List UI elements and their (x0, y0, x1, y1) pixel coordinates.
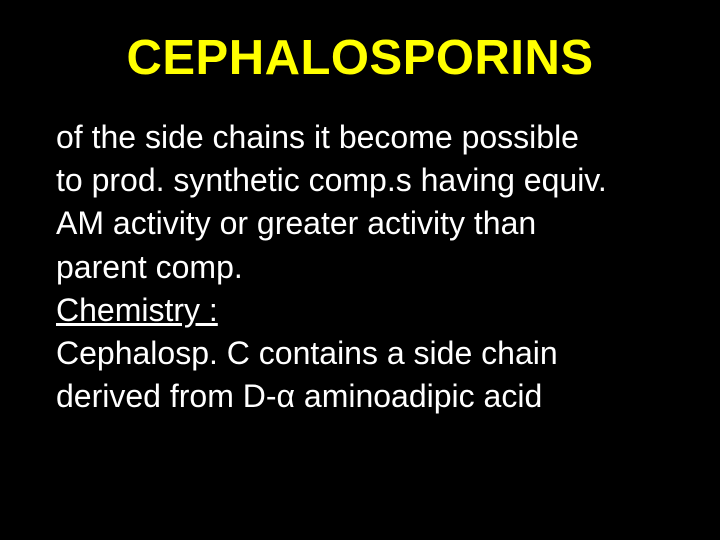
paragraph-line: to prod. synthetic comp.s having equiv. (56, 159, 670, 202)
slide-body: of the side chains it become possible to… (50, 116, 670, 418)
paragraph-line: of the side chains it become possible (56, 116, 670, 159)
slide-title: CEPHALOSPORINS (50, 30, 670, 86)
paragraph-line: Cephalosp. C contains a side chain (56, 332, 670, 375)
paragraph-line: AM activity or greater activity than (56, 202, 670, 245)
paragraph-line: parent comp. (56, 246, 670, 289)
paragraph-line: derived from D-α aminoadipic acid (56, 375, 670, 418)
slide-container: CEPHALOSPORINS of the side chains it bec… (0, 0, 720, 540)
subheading-chemistry: Chemistry : (56, 289, 670, 332)
